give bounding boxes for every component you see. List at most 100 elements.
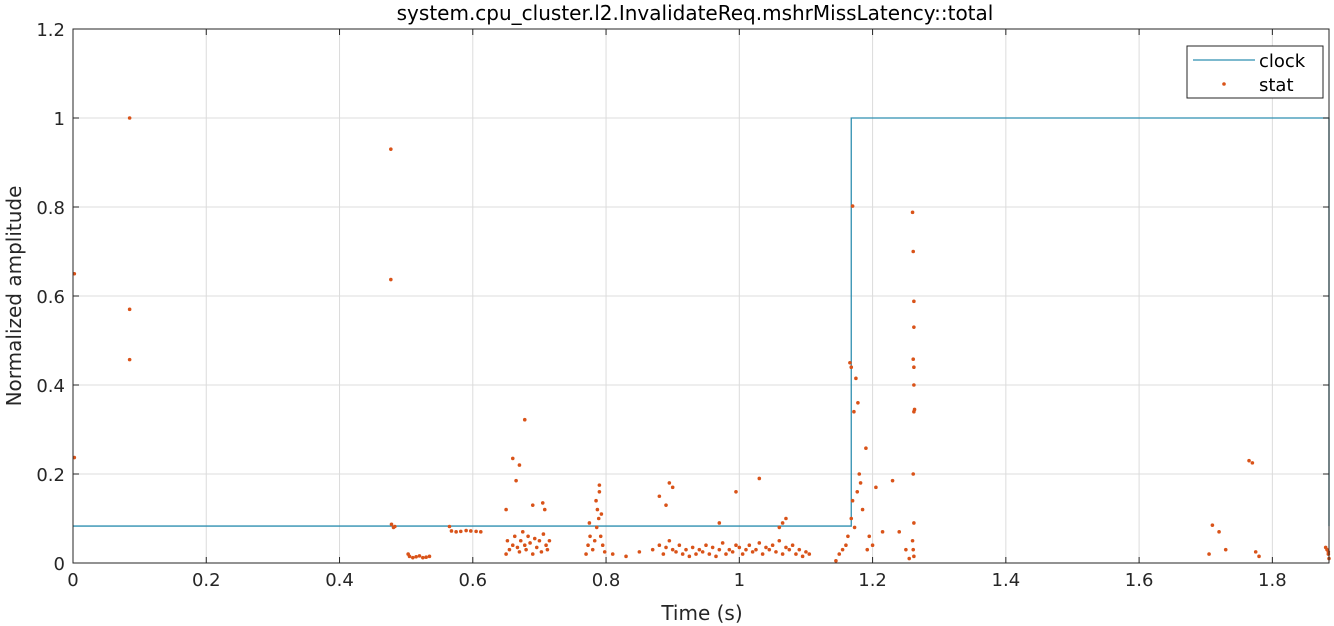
data-point-stat	[594, 525, 599, 530]
data-point-stat	[510, 456, 515, 461]
data-point-stat	[744, 547, 748, 552]
y-axis-label: Normalized amplitude	[2, 186, 26, 407]
data-point-stat	[697, 547, 702, 552]
y-tick-label: 1.2	[36, 20, 65, 41]
data-point-stat	[586, 543, 590, 547]
data-point-stat	[844, 543, 848, 547]
data-point-stat	[539, 550, 544, 554]
data-point-stat	[852, 409, 856, 414]
data-point-stat	[595, 507, 600, 512]
data-point-stat	[907, 556, 912, 561]
data-point-stat	[664, 503, 668, 507]
data-point-stat	[657, 494, 662, 499]
data-point-stat	[890, 478, 895, 483]
data-point-stat	[850, 498, 855, 503]
data-point-stat	[526, 534, 530, 539]
data-point-stat	[389, 147, 393, 151]
data-point-stat	[389, 522, 394, 527]
x-tick-label: 0.8	[592, 570, 621, 591]
data-point-stat	[449, 529, 454, 533]
data-point-stat	[650, 547, 655, 552]
data-point-stat	[714, 554, 718, 559]
data-point-stat	[600, 543, 605, 547]
data-point-stat	[760, 552, 765, 556]
data-point-stat	[599, 512, 604, 516]
data-point-stat	[912, 299, 916, 304]
y-tick-label: 1	[54, 109, 65, 130]
x-tick-label: 1.6	[1125, 570, 1154, 591]
data-point-stat	[458, 529, 463, 534]
data-point-stat	[522, 417, 527, 422]
y-tick-label: 0.6	[36, 287, 65, 308]
data-point-stat	[724, 552, 728, 556]
data-point-stat	[717, 547, 722, 552]
data-point-stat	[127, 307, 132, 312]
data-point-stat	[447, 524, 452, 529]
data-point-stat	[517, 550, 522, 554]
y-tick-label: 0.8	[36, 198, 65, 219]
data-point-stat	[912, 325, 916, 329]
legend-box	[1186, 45, 1324, 99]
data-point-stat	[684, 547, 688, 552]
data-point-stat	[784, 516, 788, 521]
data-point-stat	[505, 538, 510, 543]
data-point-stat	[804, 550, 808, 554]
data-point-stat	[680, 552, 685, 556]
legend: clock stat	[1186, 45, 1324, 99]
data-point-stat	[754, 547, 758, 552]
y-tick-label: 0.2	[36, 465, 65, 486]
data-point-stat	[514, 478, 518, 483]
data-point-stat	[414, 554, 418, 559]
x-tick-label: 1.8	[1258, 570, 1287, 591]
data-point-stat	[858, 481, 863, 485]
data-point-stat	[910, 210, 915, 215]
data-point-stat	[734, 490, 738, 494]
data-point-stat	[602, 550, 607, 554]
data-point-stat	[777, 525, 782, 530]
data-point-stat	[670, 547, 675, 552]
data-point-stat	[468, 529, 473, 533]
data-point-stat	[707, 552, 712, 556]
data-point-stat	[597, 490, 602, 494]
data-point-stat	[800, 554, 805, 559]
data-point-stat	[624, 554, 628, 559]
data-point-stat	[904, 547, 908, 552]
data-point-stat	[597, 483, 602, 487]
data-point-stat	[848, 360, 852, 365]
data-point-stat	[794, 552, 798, 556]
data-point-stat	[849, 365, 854, 370]
data-point-stat	[860, 507, 865, 512]
data-point-stat	[547, 538, 552, 543]
data-point-stat	[610, 552, 615, 556]
data-point-stat	[1257, 554, 1261, 559]
data-point-stat	[912, 554, 916, 559]
data-point-stat	[427, 554, 432, 559]
data-point-stat	[661, 552, 666, 556]
data-point-stat	[1247, 458, 1251, 463]
data-point-stat	[1217, 530, 1221, 534]
data-point-stat	[687, 554, 692, 559]
data-point-stat	[478, 530, 483, 534]
data-point-stat	[592, 538, 597, 543]
data-point-stat	[849, 516, 854, 521]
data-point-stat	[840, 547, 845, 552]
data-point-stat	[911, 472, 916, 476]
data-point-stat	[657, 543, 662, 547]
data-point-stat	[770, 543, 775, 547]
data-point-stat	[737, 545, 742, 550]
data-point-stat	[534, 545, 539, 550]
data-point-stat	[512, 534, 517, 539]
data-point-stat	[528, 541, 532, 545]
chart-title: system.cpu_cluster.l2.InvalidateReq.mshr…	[397, 1, 994, 25]
data-point-stat	[517, 463, 522, 467]
data-point-stat	[598, 534, 603, 539]
y-tick-label: 0.4	[36, 376, 65, 397]
data-point-stat	[504, 552, 508, 556]
data-point-stat	[464, 528, 468, 533]
legend-stat-label: stat	[1259, 75, 1294, 96]
x-tick-label: 1.2	[858, 570, 887, 591]
data-point-stat	[867, 534, 872, 539]
data-point-stat	[855, 490, 860, 494]
data-point-stat	[1210, 523, 1215, 527]
